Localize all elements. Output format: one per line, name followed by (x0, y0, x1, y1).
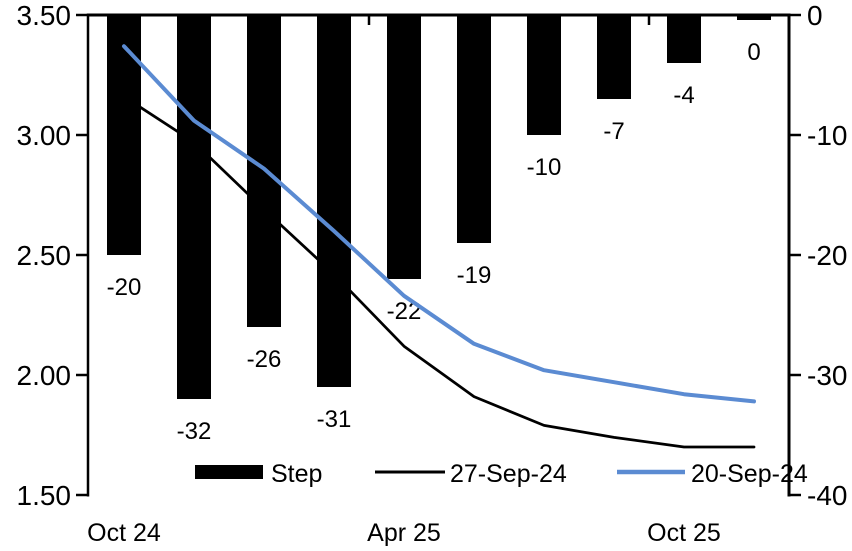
line-20-sep-24 (122, 44, 756, 404)
bar-step (177, 15, 211, 399)
left-axis-tick-label: 2.00 (17, 360, 72, 391)
legend-swatch-step (195, 465, 263, 479)
right-axis-tick-label: -40 (807, 480, 847, 511)
bar-data-label: -20 (107, 274, 142, 301)
x-axis-label: Oct 25 (647, 519, 721, 547)
bar-data-label: -4 (673, 82, 694, 109)
left-axis-tick-label: 3.50 (17, 0, 72, 31)
left-axis-tick-label: 3.00 (17, 120, 72, 151)
legend-label: Step (271, 460, 322, 488)
bar-data-label: -31 (317, 406, 352, 433)
right-axis-tick-label: 0 (807, 0, 823, 31)
bar-step (597, 15, 631, 99)
bar-step (527, 15, 561, 135)
bar-step (387, 15, 421, 279)
x-axis-label: Oct 24 (87, 519, 161, 547)
right-axis-tick-label: -30 (807, 360, 847, 391)
bar-step (737, 15, 771, 20)
right-axis-tick-label: -10 (807, 120, 847, 151)
legend-label: 27-Sep-24 (450, 460, 567, 488)
bar-data-label: -19 (457, 262, 492, 289)
bar-data-label: 0 (747, 39, 760, 66)
right-axis-tick-label: -20 (807, 240, 847, 271)
x-axis-label: Apr 25 (367, 519, 441, 547)
bar-step (457, 15, 491, 243)
bar-step (107, 15, 141, 255)
left-axis-tick-label: 2.50 (17, 240, 72, 271)
bar-data-label: -10 (527, 154, 562, 181)
bar-data-label: -32 (177, 418, 212, 445)
bar-data-label: -7 (603, 118, 624, 145)
bar-data-label: -26 (247, 346, 282, 373)
bar-step (667, 15, 701, 63)
line-27-sep-24 (122, 95, 756, 449)
left-axis-tick-label: 1.50 (17, 480, 72, 511)
bar-step (317, 15, 351, 387)
legend-label: 20-Sep-24 (691, 460, 808, 488)
